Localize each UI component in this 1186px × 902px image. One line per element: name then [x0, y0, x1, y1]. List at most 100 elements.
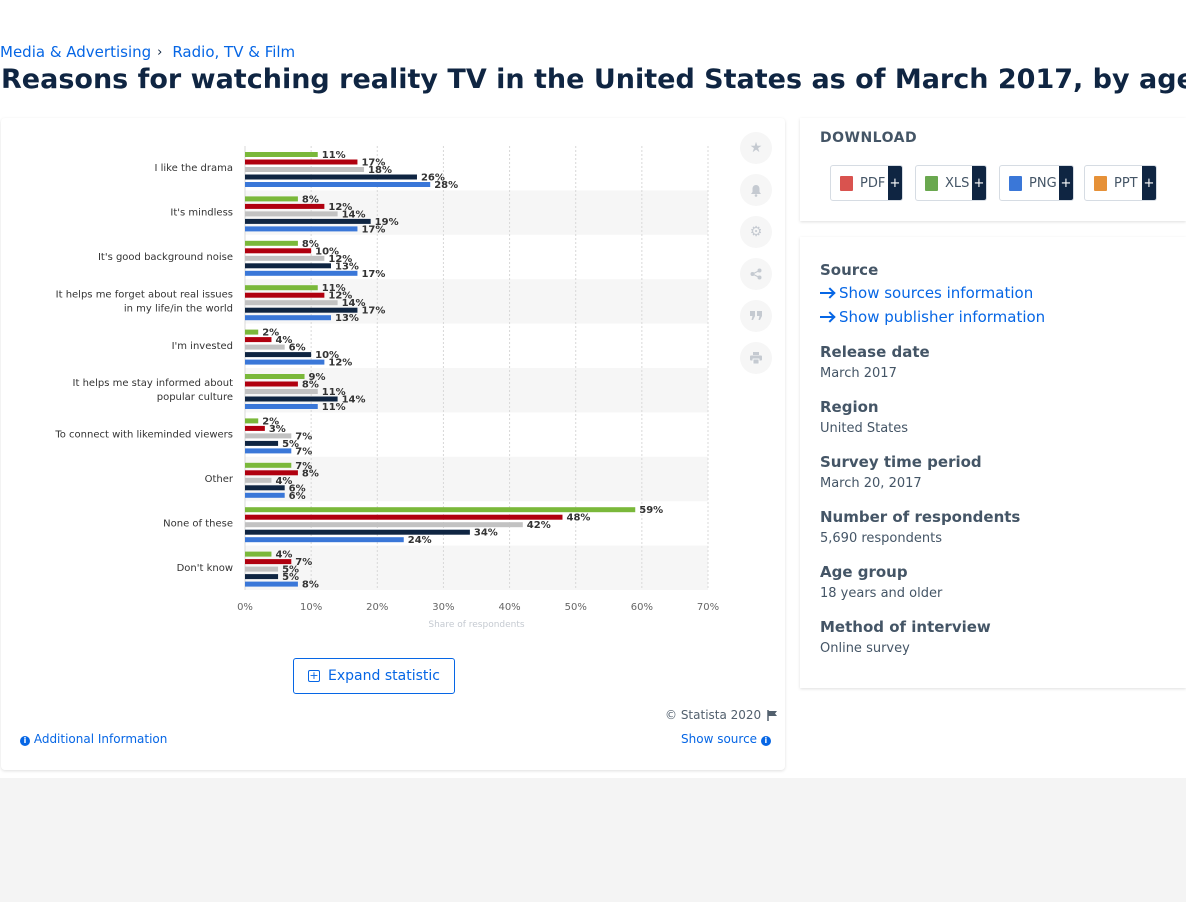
bar[interactable] [245, 240, 298, 246]
download-ppt-button[interactable]: PPT + [1084, 165, 1157, 201]
download-pdf-button[interactable]: PDF + [830, 165, 903, 201]
category-label: I like the drama [155, 163, 234, 174]
bar[interactable] [245, 559, 292, 565]
bar[interactable] [245, 381, 298, 387]
bar[interactable] [245, 152, 318, 157]
star-icon[interactable]: ★ [740, 132, 772, 164]
arrow-right-icon [820, 292, 833, 294]
bar[interactable] [245, 404, 318, 409]
download-ppt-label: PPT [1114, 175, 1138, 191]
data-label: 5% [282, 439, 299, 450]
show-sources-link[interactable]: Show sources information [820, 284, 1033, 302]
bar[interactable] [245, 211, 338, 217]
row-band [245, 368, 708, 413]
bar[interactable] [245, 300, 338, 306]
bar[interactable] [245, 581, 298, 587]
bar[interactable] [245, 174, 417, 180]
expand-icon: + [308, 669, 321, 682]
show-publisher-link[interactable]: Show publisher information [820, 308, 1045, 326]
data-label: 19% [375, 217, 399, 228]
bar[interactable] [245, 514, 563, 520]
download-pdf-plus[interactable]: + [888, 166, 902, 200]
bar[interactable] [245, 218, 371, 224]
download-xls-plus[interactable]: + [972, 166, 986, 200]
x-axis-label: Share of respondents [428, 620, 525, 630]
expand-statistic-button[interactable]: + Expand statistic [293, 658, 455, 694]
bar[interactable] [245, 196, 298, 202]
bar[interactable] [245, 344, 285, 350]
data-label: 6% [289, 343, 306, 354]
data-label: 9% [309, 372, 326, 383]
bar[interactable] [245, 307, 358, 313]
bar[interactable] [245, 374, 305, 379]
bar[interactable] [245, 255, 325, 261]
breadcrumb: Media & Advertising › Radio, TV & Film [0, 43, 295, 61]
bar[interactable] [245, 492, 285, 498]
share-icon[interactable] [740, 258, 772, 290]
data-label: 10% [315, 350, 339, 361]
bar[interactable] [245, 329, 259, 335]
expand-label: Expand statistic [328, 668, 440, 684]
download-ppt-plus[interactable]: + [1142, 166, 1156, 200]
data-label: 42% [527, 520, 551, 531]
data-label: 28% [434, 180, 458, 191]
data-label: 17% [361, 224, 385, 235]
bar[interactable] [245, 537, 404, 543]
flag-icon[interactable] [767, 709, 778, 721]
bar[interactable] [245, 448, 292, 454]
gear-icon[interactable]: ⚙ [740, 216, 772, 248]
bell-icon[interactable] [740, 174, 772, 206]
bar[interactable] [245, 389, 318, 394]
bar[interactable] [245, 248, 312, 254]
bar[interactable] [245, 159, 358, 165]
download-png-button[interactable]: PNG + [999, 165, 1074, 201]
bar[interactable] [245, 203, 325, 209]
bar[interactable] [245, 485, 285, 491]
data-label: 6% [289, 483, 306, 494]
bar[interactable] [245, 477, 272, 483]
bar[interactable] [245, 551, 272, 557]
bar[interactable] [245, 425, 265, 431]
show-source-link[interactable]: Show source i [681, 732, 771, 746]
bar[interactable] [245, 433, 292, 439]
bar[interactable] [245, 396, 338, 402]
bar[interactable] [245, 263, 331, 269]
bar[interactable] [245, 315, 331, 321]
breadcrumb-item-radio[interactable]: Radio, TV & Film [172, 43, 296, 61]
category-label: It's good background noise [98, 252, 233, 263]
x-tick-label: 60% [631, 602, 653, 613]
x-tick-label: 40% [498, 602, 520, 613]
bar[interactable] [245, 462, 292, 468]
bar[interactable] [245, 359, 325, 365]
bar[interactable] [245, 226, 358, 232]
bar[interactable] [245, 566, 279, 572]
bar[interactable] [245, 418, 259, 424]
bar[interactable] [245, 507, 636, 513]
data-label: 8% [302, 380, 319, 391]
bar[interactable] [245, 337, 272, 343]
bar[interactable] [245, 522, 523, 528]
additional-info-label: Additional Information [33, 732, 168, 746]
bar[interactable] [245, 529, 470, 535]
bar[interactable] [245, 292, 325, 298]
data-label: 10% [315, 246, 339, 257]
download-xls-button[interactable]: XLS + [915, 165, 987, 201]
print-icon[interactable] [740, 342, 772, 374]
breadcrumb-item-media[interactable]: Media & Advertising [0, 43, 152, 61]
bar[interactable] [245, 167, 365, 172]
bar[interactable] [245, 270, 358, 276]
additional-information-link[interactable]: i Additional Information [20, 732, 167, 746]
data-label: 2% [262, 328, 279, 339]
region-heading: Region [820, 398, 879, 416]
data-label: 6% [289, 491, 306, 502]
bar[interactable] [245, 285, 318, 291]
quote-icon[interactable] [740, 300, 772, 332]
survey-period-value: March 20, 2017 [820, 476, 922, 491]
bar[interactable] [245, 440, 279, 446]
bar[interactable] [245, 352, 312, 358]
bar[interactable] [245, 470, 298, 476]
bar[interactable] [245, 182, 431, 187]
download-png-plus[interactable]: + [1059, 166, 1073, 200]
data-label: 13% [335, 261, 359, 272]
bar[interactable] [245, 574, 279, 580]
